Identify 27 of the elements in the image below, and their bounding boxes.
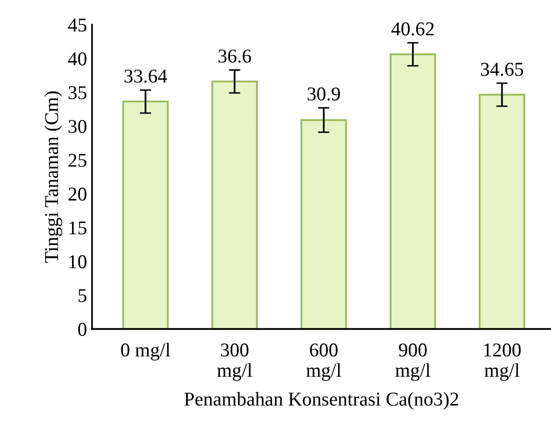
y-axis-title: Tinggi Tanaman (Cm) (44, 91, 62, 263)
y-tick-label: 10 (69, 255, 86, 268)
y-tick-label: 0 (78, 322, 86, 336)
y-tick-label: 30 (68, 120, 86, 134)
y-tick-label: 20 (68, 188, 86, 201)
data-label: 36.6 (218, 50, 252, 63)
data-label: 33.64 (124, 70, 168, 83)
data-label: 34.65 (481, 62, 524, 76)
bar (478, 94, 526, 329)
y-tick-label: 25 (68, 154, 86, 167)
x-tick-label: 600 mg/l (306, 343, 342, 381)
y-tick-label: 40 (68, 52, 86, 66)
y-tick-label: 5 (78, 289, 86, 302)
x-tick-label: 900 mg/l (395, 343, 430, 381)
bar (211, 80, 258, 329)
bar (300, 119, 347, 329)
y-tick-label: 45 (68, 18, 86, 32)
x-axis-title: Penambahan Konsentrasi Ca(no3)2 (184, 392, 458, 410)
y-tick-label: 15 (69, 221, 86, 234)
x-tick-label: 300 mg/l (217, 343, 252, 381)
data-label: 40.62 (391, 22, 434, 36)
bar (390, 53, 436, 329)
x-tick-label: 1200 mg/l (484, 343, 521, 381)
bar (122, 100, 169, 329)
data-label: 30.9 (308, 87, 340, 101)
y-tick-label: 35 (68, 86, 86, 100)
x-tick-label: 0 mg/l (121, 342, 170, 361)
